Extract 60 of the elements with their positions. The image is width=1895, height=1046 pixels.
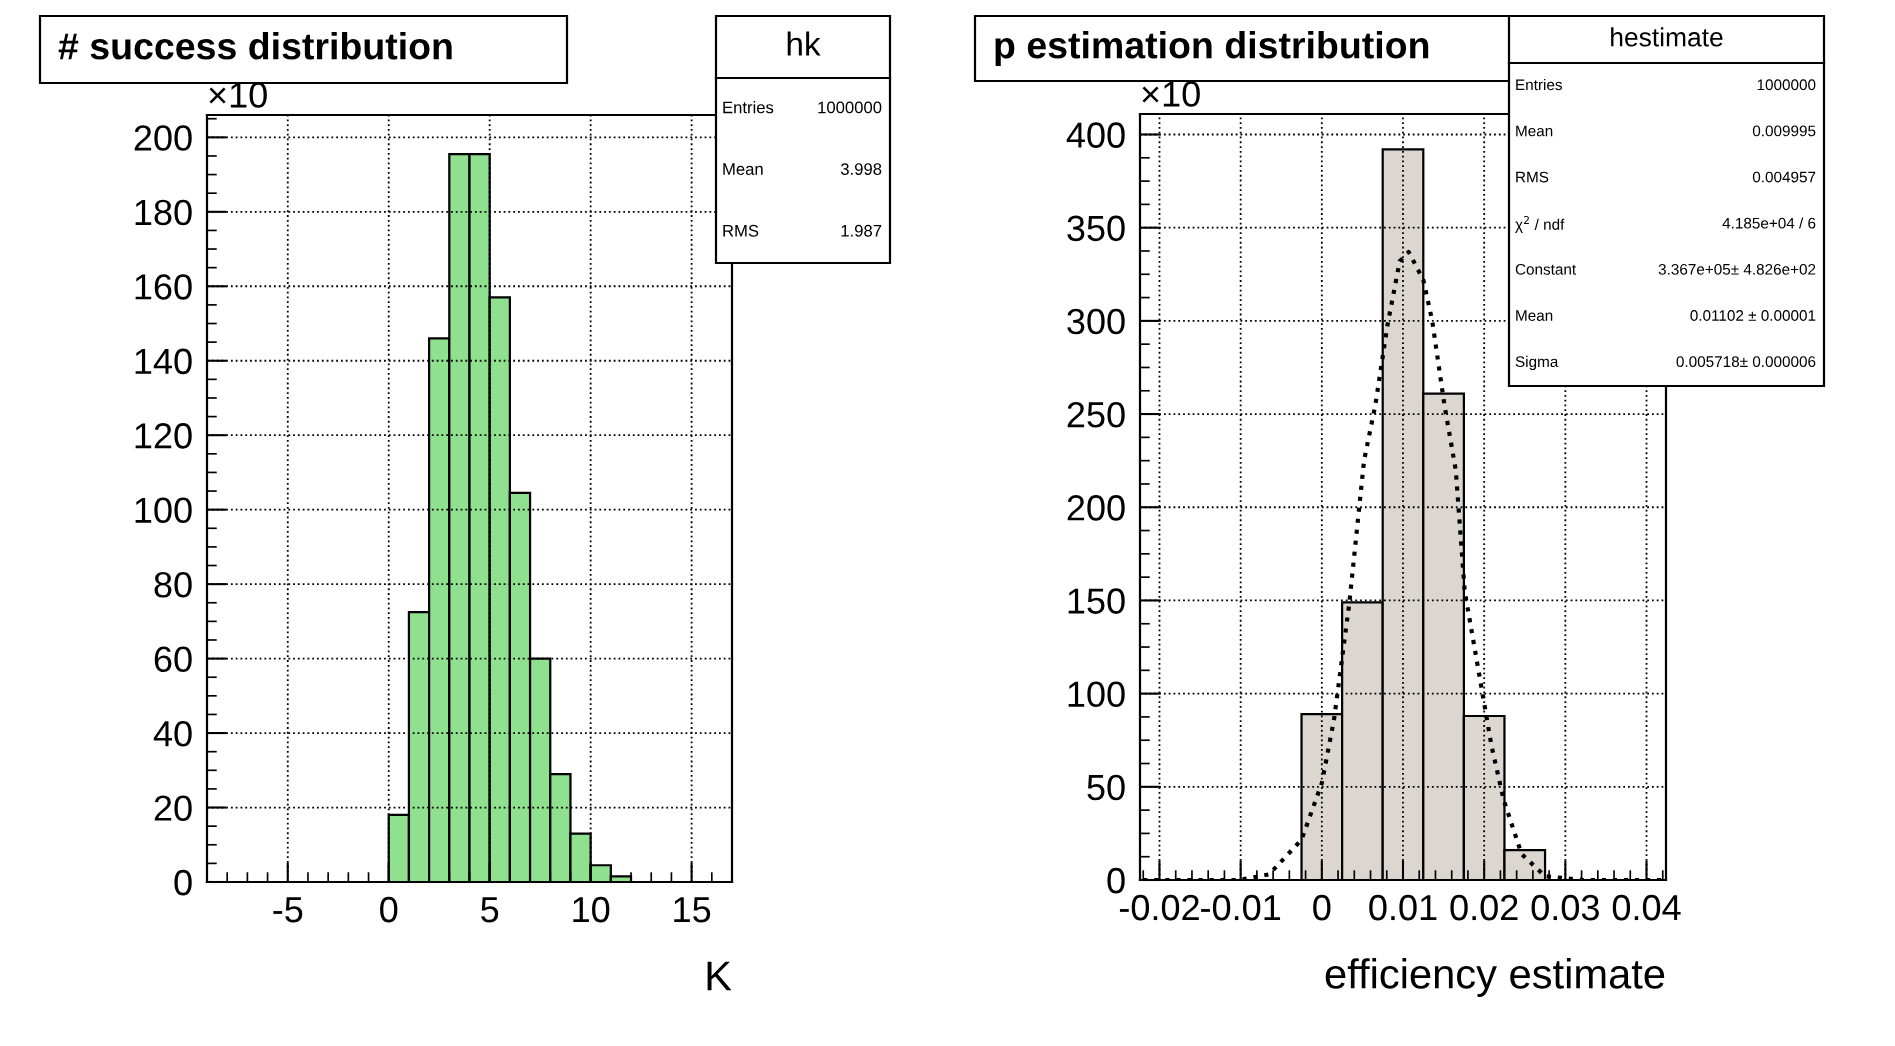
text: Entries — [723, 101, 774, 114]
x-axis-title: K — [707, 961, 732, 991]
annotation: 3.367e+05± 4.826e+02 — [1658, 263, 1816, 275]
y-tick-label: 100 — [135, 497, 192, 524]
y-tick-label: 20 — [154, 795, 192, 821]
annotation: Sigma — [1515, 355, 1559, 371]
annotation: χ$^{2}$ / ndf — [1515, 215, 1565, 233]
y-tick-label: 0 — [174, 869, 192, 896]
y-tick-label: 180 — [135, 199, 192, 226]
annotation: Mean — [1516, 125, 1553, 137]
text: 1.987 — [841, 224, 882, 237]
x-tick-label: 0.02 — [1450, 894, 1518, 921]
y-tick-label: 400 — [1066, 122, 1125, 148]
annotation: Mean — [1516, 310, 1553, 321]
y-tick-label: 0 — [1107, 867, 1125, 894]
y-tick-label: 120 — [135, 423, 192, 449]
text: 1000000 — [818, 101, 882, 114]
y-tick-label: 350 — [1067, 215, 1125, 242]
y-tick-label: 200 — [134, 125, 192, 151]
annotation: RMS — [723, 224, 759, 237]
x-tick-label: 0.03 — [1531, 894, 1599, 921]
text: 0.005718± 0.000006 — [1676, 356, 1816, 368]
y-tick-label: 300 — [1067, 308, 1125, 335]
chart-title: p estimation distribution — [995, 31, 1429, 66]
y-tick-label: 50 — [1087, 774, 1125, 801]
annotation: RMS — [1516, 171, 1549, 183]
x-tick-label: -0.02 — [1119, 894, 1199, 921]
x-tick-label: 5 — [481, 897, 499, 923]
text: 4.185e+04 / 6 — [1722, 217, 1816, 229]
annotation: Mean — [723, 163, 763, 175]
x-tick-label: 0 — [1313, 894, 1331, 921]
x-tick-label: 0 — [380, 896, 398, 923]
text: 1000000 — [1757, 79, 1816, 91]
x-tick-label: -0.01 — [1201, 894, 1281, 921]
x-tick-label: -5 — [273, 897, 303, 923]
y-tick-label: 200 — [1067, 495, 1125, 521]
x-tick-label: 10 — [573, 896, 610, 923]
chart-title: # success distribution — [58, 32, 452, 60]
y-tick-label: 40 — [153, 720, 192, 747]
y-tick-label: 60 — [154, 646, 192, 673]
x-axis-title: efficiency estimate — [1325, 958, 1665, 997]
y-tick-label: 160 — [135, 274, 192, 300]
text: 3.998 — [840, 163, 882, 175]
y-tick-label: 250 — [1067, 401, 1125, 428]
text: 0.009995 — [1752, 125, 1816, 137]
text: 0.004957 — [1752, 171, 1816, 183]
y-tick-label: 150 — [1068, 588, 1125, 614]
x-tick-label: 15 — [674, 897, 711, 923]
y-tick-label: 100 — [1068, 681, 1125, 708]
text: hk — [787, 31, 821, 56]
text: 0.01102 ± 0.00001 — [1690, 310, 1816, 321]
y-tick-label: 140 — [135, 348, 192, 375]
x-tick-label: 0.01 — [1369, 894, 1437, 921]
y-tick-label: 80 — [154, 572, 192, 598]
y-axis-title: ×10 — [209, 82, 267, 108]
y-axis-title: ×10 — [1142, 81, 1200, 107]
text: Entries — [1516, 78, 1562, 91]
x-tick-label: 0.04 — [1612, 894, 1681, 921]
text: hestimate — [1611, 27, 1723, 47]
annotation: Constant — [1515, 263, 1577, 275]
